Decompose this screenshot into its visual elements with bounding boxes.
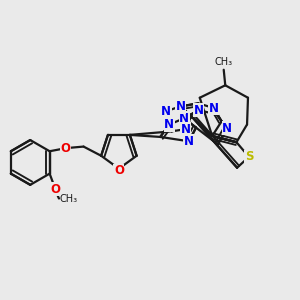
Text: N: N xyxy=(176,100,185,113)
Text: N: N xyxy=(194,104,203,117)
Text: S: S xyxy=(245,150,253,163)
Text: O: O xyxy=(114,164,124,177)
Text: CH₃: CH₃ xyxy=(215,57,233,67)
Text: N: N xyxy=(181,123,190,136)
Text: N: N xyxy=(222,122,232,135)
Text: O: O xyxy=(61,142,71,154)
Text: O: O xyxy=(51,183,61,196)
Text: N: N xyxy=(179,112,189,125)
Text: N: N xyxy=(209,101,219,115)
Text: N: N xyxy=(164,118,174,131)
Text: N: N xyxy=(161,105,171,118)
Text: N: N xyxy=(184,135,194,148)
Text: CH₃: CH₃ xyxy=(60,194,78,203)
